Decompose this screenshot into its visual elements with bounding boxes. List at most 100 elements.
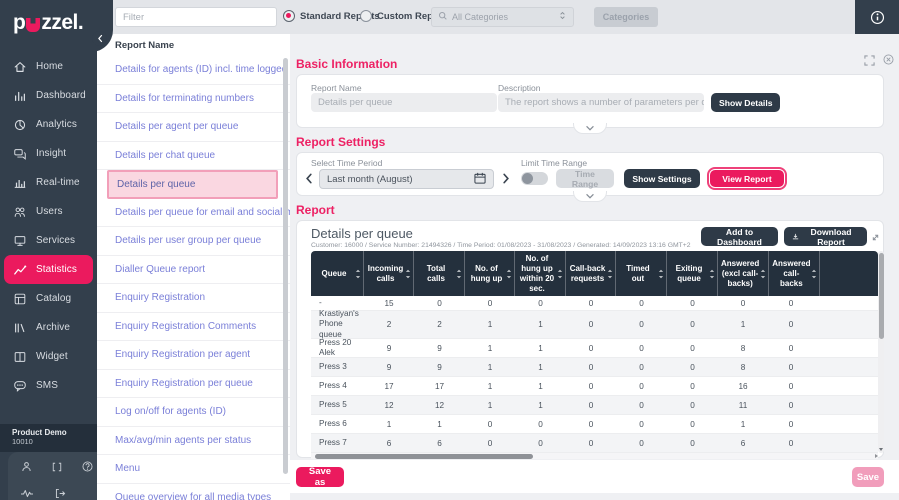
time-range-button: Time Range (556, 169, 614, 189)
save-as-button[interactable]: Save as (296, 466, 344, 488)
report-list-item[interactable]: Enquiry Registration per queue (97, 370, 290, 398)
users-icon (14, 207, 25, 217)
top-bar: Standard Reports Custom Reports All Cate… (97, 0, 899, 34)
info-icon (870, 10, 884, 24)
collapse-basic-information[interactable] (573, 123, 607, 134)
time-period-field[interactable]: Last month (August) (319, 169, 494, 189)
collapse-report-settings[interactable] (573, 191, 607, 202)
sidebar-item-catalog[interactable]: Catalog (0, 284, 97, 313)
show-settings-button[interactable]: Show Settings (624, 169, 700, 188)
report-list-scrollbar[interactable] (283, 58, 288, 474)
sidebar-item-statistics[interactable]: Statistics (4, 255, 93, 284)
sidebar-item-widget[interactable]: Widget (0, 342, 97, 371)
column-header-no-of-hung-up[interactable]: No. of hung up (465, 251, 515, 296)
report-list-item[interactable]: Log on/off for agents (ID) (97, 398, 290, 427)
expand-view-button[interactable] (864, 53, 875, 71)
report-list-item[interactable]: Details per user group per queue (97, 227, 290, 256)
add-to-dashboard-button[interactable]: Add to Dashboard (701, 227, 778, 247)
scroll-right-arrow-icon[interactable] (875, 454, 878, 458)
sidebar-item-analytics[interactable]: Analytics (0, 110, 97, 139)
basic-information-title: Basic Information (296, 57, 398, 71)
report-list-item-selected[interactable]: Details per queue (107, 170, 278, 199)
table-row: Press 6 1 1 0 0 0 0 0 1 0 (311, 415, 878, 434)
column-header-answered-excl[interactable]: Answered (excl call-backs) (718, 251, 770, 296)
table-row: Press 4 17 17 1 1 0 0 0 16 0 (311, 377, 878, 396)
report-settings-card: Select Time Period Last month (August) L… (296, 152, 884, 196)
standard-reports-radio[interactable]: Standard Reports (283, 10, 380, 22)
report-list-item[interactable]: Menu (97, 455, 290, 484)
table-row: Press 20 Alek 9 9 1 1 0 0 0 8 0 (311, 338, 878, 358)
user-profile-button[interactable] (20, 460, 33, 478)
dashboard-icon (15, 91, 25, 101)
report-list-item[interactable]: Enquiry Registration per agent (97, 341, 290, 370)
expand-report-button[interactable] (871, 229, 880, 247)
category-select-value: All Categories (452, 12, 509, 22)
sort-icon (506, 269, 512, 282)
description-label: Description (498, 83, 541, 93)
scroll-down-arrow-icon[interactable] (879, 448, 883, 451)
column-header-queue[interactable]: Queue (311, 251, 364, 296)
column-header-exiting-queue[interactable]: Exiting queue (667, 251, 718, 296)
chevron-left-icon (306, 173, 312, 184)
puzzel-logo: p zzel. (13, 11, 84, 35)
category-select[interactable]: All Categories (431, 7, 574, 27)
description-field[interactable]: The report shows a number of parameters … (498, 93, 704, 112)
report-list-item[interactable]: Details per agent per queue (97, 113, 290, 142)
status-pulse-button[interactable] (20, 487, 34, 500)
basic-information-card: Report Name Details per queue Descriptio… (296, 74, 884, 128)
custom-reports-radio[interactable]: Custom Reports (360, 10, 451, 22)
report-list-item[interactable]: Queue overview for all media types (97, 484, 290, 500)
report-name-field[interactable]: Details per queue (311, 93, 497, 112)
categories-button: Categories (594, 7, 658, 27)
report-list-item[interactable]: Enquiry Registration Comments (97, 313, 290, 341)
table-horizontal-scrollbar[interactable] (311, 453, 878, 459)
column-header-timed-out[interactable]: Timed out (616, 251, 667, 296)
column-header-incoming-calls[interactable]: Incoming calls (364, 251, 414, 296)
info-button[interactable] (855, 0, 899, 34)
sidebar-item-home[interactable]: Home (0, 52, 97, 81)
collapse-sidebar-button[interactable] (92, 31, 107, 46)
report-list-item[interactable]: Details per queue for email and social m… (97, 199, 290, 227)
report-list-item[interactable]: Details for terminating numbers (97, 85, 290, 113)
report-list-item[interactable]: Dialler Queue report (97, 256, 290, 284)
help-button[interactable] (81, 460, 94, 478)
report-meta: Customer: 16000 / Service Number: 214943… (311, 242, 691, 249)
sort-icon (607, 269, 613, 282)
sidebar-item-services[interactable]: Services (0, 226, 97, 255)
report-title: Report (296, 203, 335, 217)
sidebar-item-archive[interactable]: Archive (0, 313, 97, 342)
next-period-button[interactable] (499, 169, 513, 188)
fullscreen-button[interactable] (51, 460, 63, 478)
scrollbar-thumb[interactable] (315, 453, 533, 459)
column-header-call-back-requests[interactable]: Call-back requests (566, 251, 616, 296)
sidebar-item-sms[interactable]: SMS (0, 371, 97, 400)
filter-input[interactable] (115, 7, 277, 27)
column-header-total-calls[interactable]: Total calls (414, 251, 465, 296)
download-report-button[interactable]: Download Report (784, 227, 867, 247)
report-list-item[interactable]: Enquiry Registration (97, 284, 290, 313)
footer-bar (290, 460, 899, 493)
column-header-hung-up-within-20[interactable]: No. of hung up within 20 sec. (515, 251, 566, 296)
sidebar-item-insight[interactable]: Insight (0, 139, 97, 168)
column-header-answered-callbacks[interactable]: Answered call-backs (769, 251, 821, 296)
report-list-item[interactable]: Max/avg/min agents per status (97, 427, 290, 455)
logout-button[interactable] (54, 487, 67, 500)
table-vertical-scrollbar[interactable] (878, 251, 884, 453)
scrollbar-thumb[interactable] (878, 253, 884, 339)
view-report-button[interactable]: View Report (709, 169, 785, 188)
report-list-item[interactable]: Details for agents (ID) incl. time logge… (97, 56, 290, 85)
report-list-panel: Report Name Details for agents (ID) incl… (97, 34, 290, 500)
limit-time-range-toggle[interactable] (521, 172, 548, 185)
show-details-button[interactable]: Show Details (711, 93, 781, 112)
report-table: Queue Incoming calls Total calls No. of … (311, 251, 878, 453)
previous-period-button[interactable] (302, 169, 316, 188)
table-header-row: Queue Incoming calls Total calls No. of … (311, 251, 878, 296)
chevron-down-icon (586, 125, 594, 131)
sidebar-item-dashboard[interactable]: Dashboard (0, 81, 97, 110)
sidebar-item-users[interactable]: Users (0, 197, 97, 226)
report-list-item[interactable]: Details per chat queue (97, 142, 290, 170)
calendar-icon[interactable] (474, 172, 486, 187)
sidebar-item-realtime[interactable]: Real-time (0, 168, 97, 197)
close-view-button[interactable] (882, 53, 895, 71)
services-icon (14, 235, 26, 246)
